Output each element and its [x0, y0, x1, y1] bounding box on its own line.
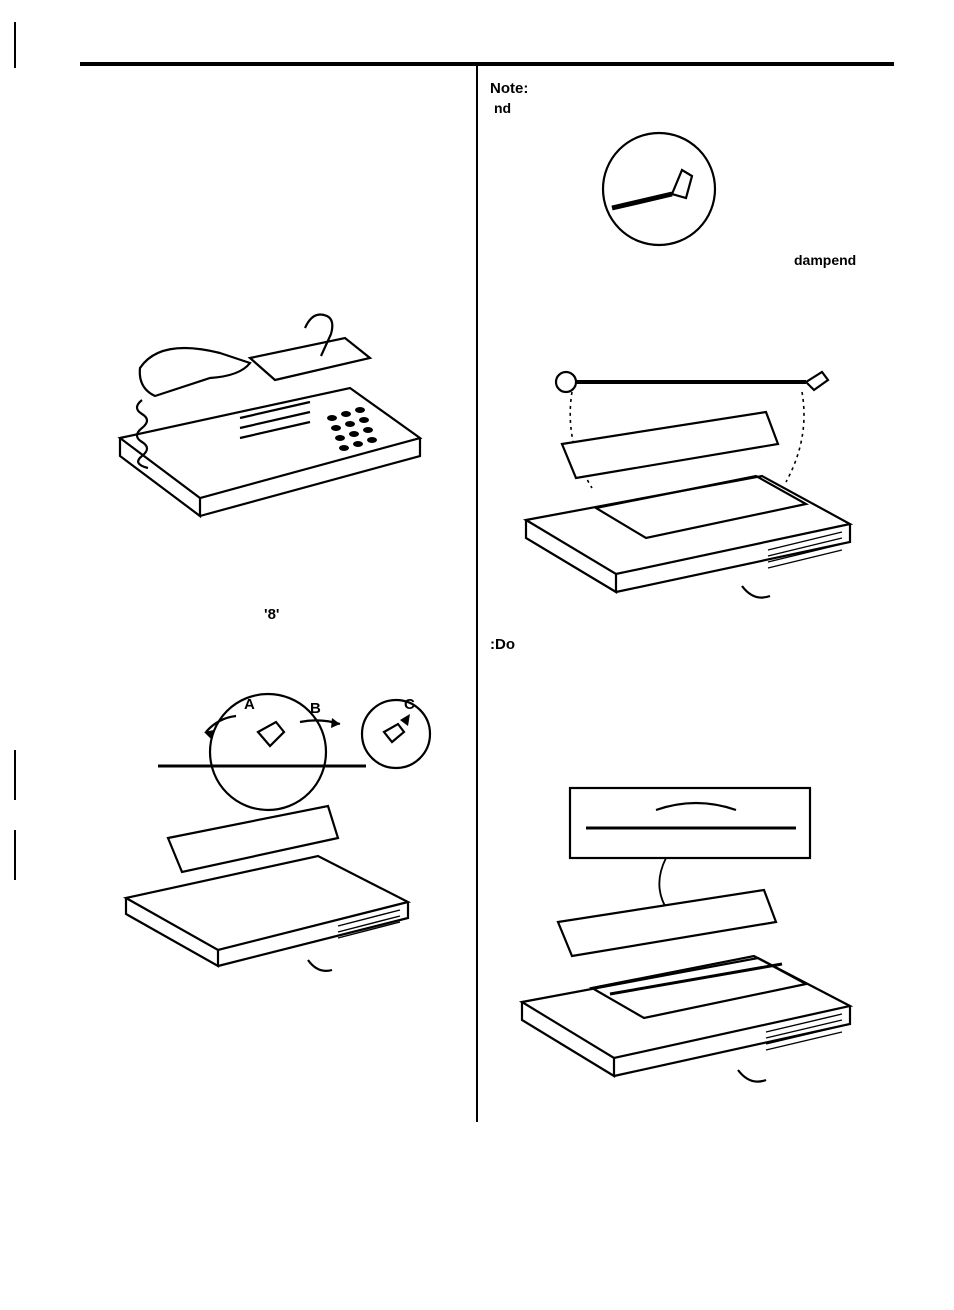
manual-page: Note: nd dampend :Do '8' — [0, 0, 954, 1310]
note-label: Note: — [490, 80, 528, 97]
note-tail: nd — [494, 100, 511, 116]
spool-end-illustration — [598, 128, 720, 250]
label-c: C — [404, 696, 415, 713]
printer-open-detail-illustration — [506, 780, 866, 1110]
dampend-text: dampend — [794, 252, 856, 268]
fax-machine-illustration — [100, 268, 430, 528]
label-a: A — [244, 696, 255, 713]
label-b: B — [310, 700, 321, 717]
crop-mark — [14, 830, 16, 880]
lever-abc-illustration — [108, 688, 434, 986]
printer-open-roller-illustration — [506, 348, 866, 616]
crop-mark — [14, 22, 16, 68]
eight-label: '8' — [264, 606, 279, 623]
top-rule — [80, 62, 894, 66]
crop-mark — [14, 750, 16, 800]
center-divider — [476, 66, 478, 1122]
do-label: :Do — [490, 636, 515, 653]
